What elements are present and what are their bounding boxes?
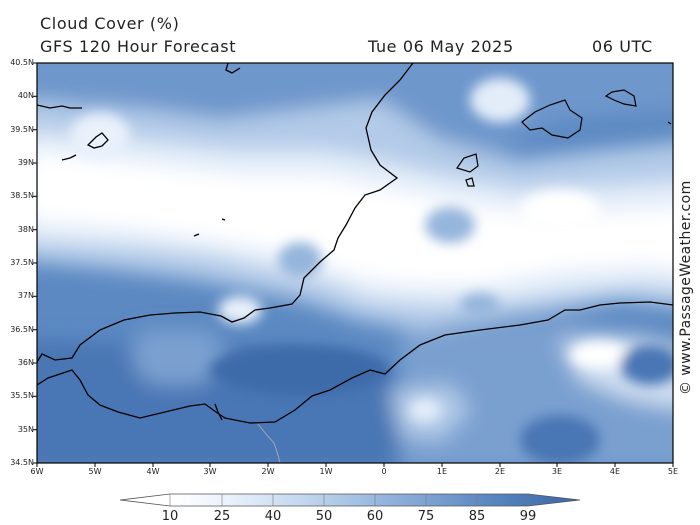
lon-label: 1E [436,467,448,476]
legend-label: 10 [161,509,179,524]
legend-label: 60 [366,509,384,524]
legend-label: 99 [519,509,537,524]
legend-label: 75 [417,509,435,524]
lon-label: 1W [319,467,333,476]
mallorca-island [521,99,583,139]
lat-label: 36N [17,358,34,367]
forecast-time: 06 UTC [592,37,653,56]
lon-label: 4E [609,467,621,476]
north-africa-coastline [37,301,673,424]
lon-label: 6W [30,467,44,476]
iberia-coastline [37,63,414,363]
lat-label: 34.5N [10,458,34,467]
lon-label: 2W [261,467,275,476]
lon-label: 4W [146,467,160,476]
lat-label: 37.5N [10,258,34,267]
lat-label: 36.5N [10,325,34,334]
legend-label: 50 [315,509,333,524]
lat-label: 38.5N [10,191,34,200]
coastlines [37,63,673,424]
border-line [257,423,281,463]
legend-label: 40 [264,509,282,524]
legend-bar [119,493,581,507]
lon-label: 3E [551,467,563,476]
ibiza-island [456,153,479,173]
forecast-subtitle: GFS 120 Hour Forecast [40,37,237,56]
lon-label: 5W [88,467,102,476]
lat-label: 39N [17,158,34,167]
lon-label: 2E [494,467,506,476]
lat-label: 35N [17,425,34,434]
forecast-date: Tue 06 May 2025 [368,37,514,56]
legend-label: 85 [468,509,486,524]
map-title: Cloud Cover (%) [40,14,180,33]
lon-label: 5E [667,467,679,476]
lat-label: 38N [17,225,34,234]
lon-ticks [36,463,674,467]
cloud-field [37,63,673,463]
lon-label: 3W [203,467,217,476]
lat-label: 40.5N [10,58,34,67]
lon-label: 0 [381,467,387,476]
menorca-island [604,89,637,107]
lat-ticks [33,62,37,464]
lat-label: 35.5N [10,391,34,400]
lat-label: 40N [17,91,34,100]
lat-label: 37N [17,291,34,300]
lat-label: 39.5N [10,125,34,134]
legend-label: 25 [213,509,231,524]
credit-text: © www.PassageWeather.com [678,180,694,395]
